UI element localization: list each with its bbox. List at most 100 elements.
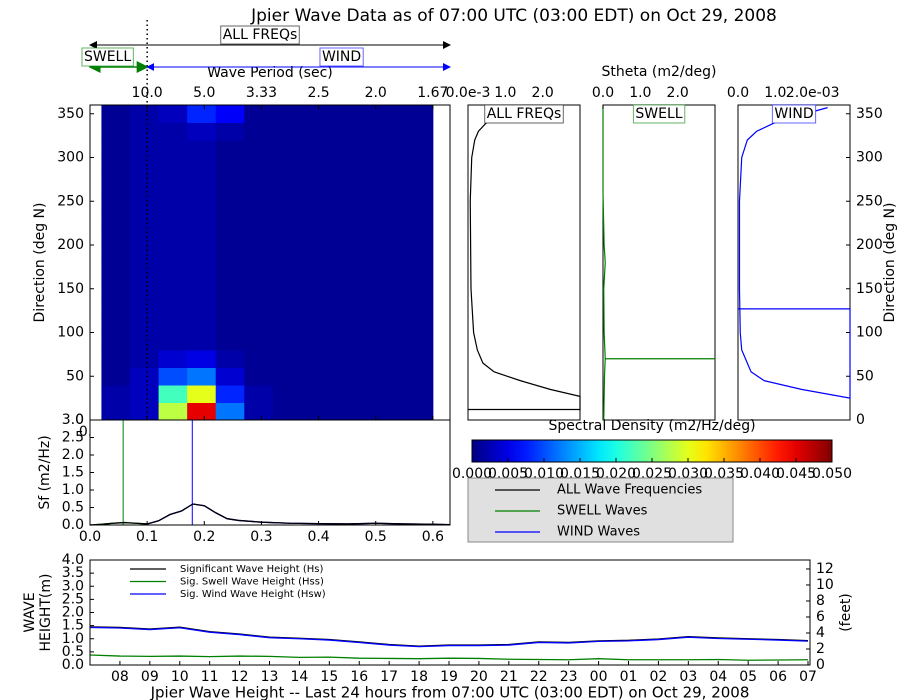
annotation: SWELL [84, 49, 131, 65]
heat-cell [272, 350, 302, 368]
heat-cell [187, 332, 217, 351]
y-tick-label: 100 [57, 325, 84, 341]
heat-cell [301, 157, 331, 176]
heat-cell [330, 367, 360, 386]
y-tick-label: 1.5 [62, 465, 84, 481]
heat-cell [358, 105, 388, 123]
heat-cell [301, 367, 331, 386]
heat-cell [330, 315, 360, 333]
heat-cell [244, 105, 274, 123]
x-tick-label: 03 [679, 669, 697, 685]
y-tick-label: 1.0 [62, 631, 84, 647]
y-tick-label: 350 [57, 106, 84, 122]
heat-cell [101, 140, 131, 158]
heat-cell [387, 122, 417, 141]
heat-cell [130, 227, 160, 246]
heat-cell [158, 140, 188, 158]
heat-cell [244, 402, 274, 421]
heat-cell [130, 385, 160, 403]
heat-cell [101, 245, 131, 263]
heat-cell [387, 175, 417, 193]
heat-cell [330, 280, 360, 298]
heat-cell [130, 105, 160, 123]
panel-label: ALL FREQs [487, 106, 562, 122]
heat-cell [158, 105, 188, 123]
heat-cell [158, 210, 188, 228]
heat-cell [330, 297, 360, 316]
y-tick-label: 50 [66, 368, 84, 384]
heat-cell [272, 122, 302, 141]
heat-cell [101, 280, 131, 298]
heat-cell [101, 350, 131, 368]
heat-cell [330, 192, 360, 211]
heat-cell [244, 245, 274, 263]
y-tick-label: 2 [816, 641, 825, 657]
heat-cell [158, 227, 188, 246]
x-tick-label: 04 [709, 669, 727, 685]
x-tick-label: 1.0 [764, 85, 786, 101]
heat-cell [187, 122, 217, 141]
y-tick-label: 0.5 [62, 644, 84, 660]
heat-cell [387, 210, 417, 228]
heat-cell [330, 245, 360, 263]
heat-cell [272, 210, 302, 228]
x-tick-label: 21 [500, 669, 518, 685]
heat-cell [101, 175, 131, 193]
heat-cell [330, 175, 360, 193]
heat-cell [358, 332, 388, 351]
heat-cell [358, 280, 388, 298]
x-tick-label: 0.4 [307, 529, 329, 545]
heat-cell [330, 157, 360, 176]
heat-cell [130, 262, 160, 281]
y-tick-label: 150 [856, 281, 883, 297]
x-tick-label: 09 [141, 669, 159, 685]
x-tick-label: 22 [530, 669, 548, 685]
x-axis-label: Stheta (m2/deg) [602, 64, 717, 80]
profile-line [602, 105, 715, 421]
annotation: WIND [322, 49, 361, 65]
x-tick-label: 2.0 [532, 85, 554, 101]
heat-cell [415, 192, 434, 211]
heat-cell [415, 122, 434, 141]
y-tick-label: 8 [816, 593, 825, 609]
heat-cell [387, 140, 417, 158]
heat-cell [358, 297, 388, 316]
heat-cell [387, 245, 417, 263]
x-tick-label: 0.3 [250, 529, 272, 545]
x-tick-label: 1.0 [494, 85, 516, 101]
annotation-box [81, 47, 134, 67]
y-tick-label: 200 [856, 237, 883, 253]
x-tick-label: 12 [231, 669, 249, 685]
heat-cell [158, 332, 188, 351]
heat-cell [272, 402, 302, 421]
heat-cell [215, 157, 245, 176]
x-tick-label: 19 [440, 669, 458, 685]
y-axis-label: Direction (deg N) [32, 203, 48, 323]
heat-cell [272, 227, 302, 246]
y-axis-label: Sf (m2/Hz) [37, 435, 53, 509]
heat-cell [187, 210, 217, 228]
heat-cell [358, 192, 388, 211]
x-tick-label: 15 [320, 669, 338, 685]
y-tick-label: 0 [816, 657, 825, 673]
heat-cell [330, 210, 360, 228]
heat-cell [358, 157, 388, 176]
heat-cell [244, 385, 274, 403]
y-tick-label: 4 [816, 625, 825, 641]
y-tick-label: 2.0 [62, 447, 84, 463]
heat-cell [130, 245, 160, 263]
heat-cell [158, 157, 188, 176]
heat-cell [187, 175, 217, 193]
heat-cell [101, 227, 131, 246]
heat-cell [415, 245, 434, 263]
heat-cell [101, 192, 131, 211]
x-tick-label: 08 [111, 669, 129, 685]
heat-cell [187, 315, 217, 333]
profile-line [468, 106, 581, 411]
heat-cell [130, 297, 160, 316]
heat-cell [187, 262, 217, 281]
heat-cell [272, 262, 302, 281]
profile-line [738, 107, 851, 399]
heat-cell [215, 175, 245, 193]
heat-cell [358, 175, 388, 193]
